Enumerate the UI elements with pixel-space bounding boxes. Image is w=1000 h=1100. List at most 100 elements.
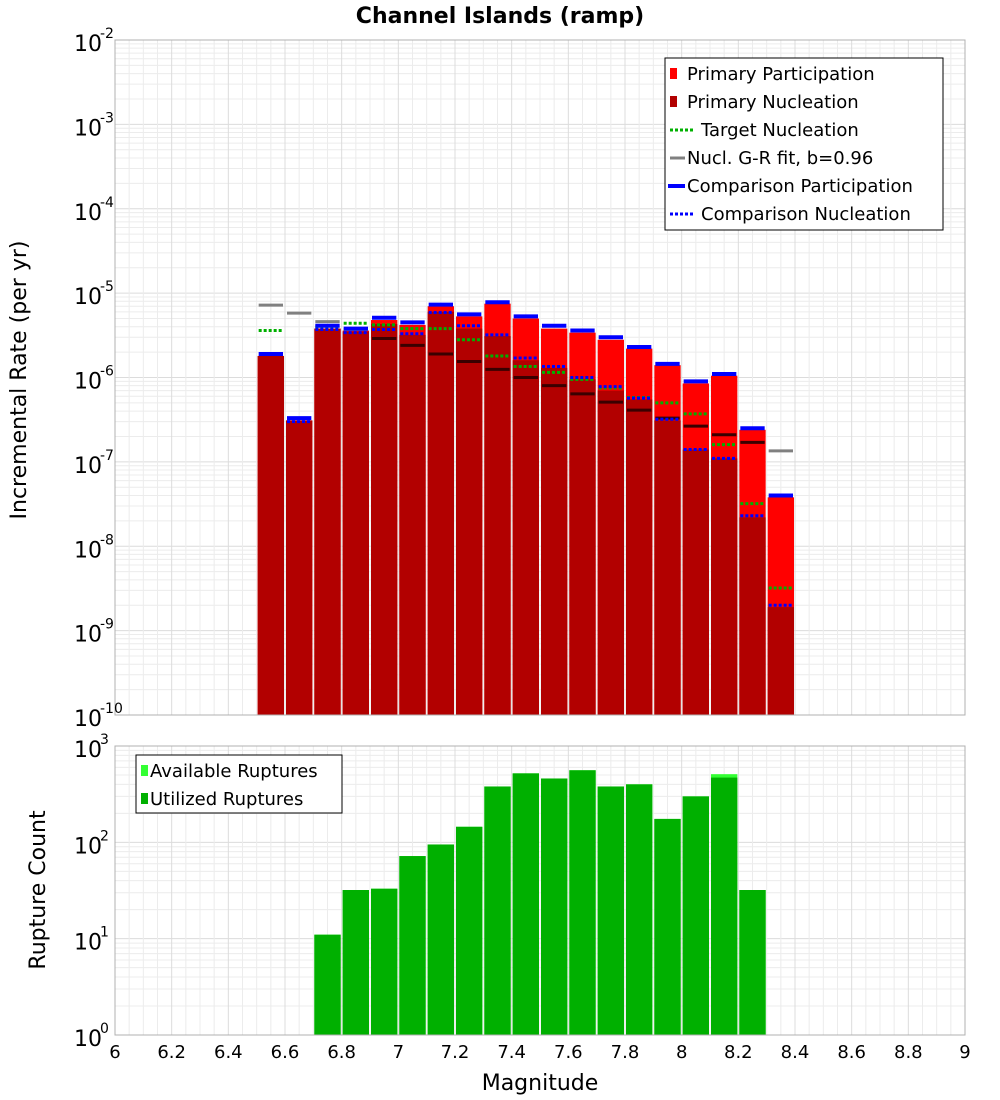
bar-utilized-ruptures [512,773,539,1035]
bar-primary-nucleation [371,324,398,715]
bar-utilized-ruptures [711,777,738,1035]
bar-primary-nucleation [597,390,624,715]
x-tick-label: 8.6 [837,1042,866,1063]
top-y-tick-exponent: -4 [100,195,114,211]
top-y-tick-exponent: -5 [100,279,114,295]
bar-primary-nucleation [626,399,653,715]
legend-swatch [141,793,148,804]
x-tick-label: 6 [109,1042,120,1063]
bar-utilized-ruptures [314,934,341,1035]
x-tick-label: 7 [393,1042,404,1063]
bottom-plot-border [114,745,966,1036]
chart-title: Channel Islands (ramp) [356,4,644,29]
x-tick-label: 6.4 [214,1042,243,1063]
bar-primary-nucleation [767,607,794,715]
legend-label: Comparison Participation [687,176,913,197]
bar-utilized-ruptures [682,796,709,1035]
top-y-tick-label: 10 [74,201,102,226]
bar-primary-nucleation [342,331,369,715]
x-tick-label: 8.8 [894,1042,923,1063]
top-y-tick-exponent: -8 [100,532,114,548]
bar-utilized-ruptures [371,888,398,1035]
bar-utilized-ruptures [626,784,653,1035]
top-y-tick-label: 10 [74,370,102,395]
bottom-y-axis-label: Rupture Count [26,810,51,970]
bar-primary-nucleation [512,360,539,715]
bar-primary-nucleation [569,379,596,715]
bottom-y-tick-label: 10 [74,931,102,956]
top-plot-border [114,39,966,716]
bar-primary-nucleation [314,328,341,715]
legend-label: Primary Nucleation [687,92,859,113]
x-tick-label: 6.2 [157,1042,186,1063]
bar-utilized-ruptures [569,770,596,1035]
legend-label: Utilized Ruptures [150,789,303,810]
legend-label: Nucl. G-R fit, b=0.96 [687,148,873,169]
top-legend: Primary Participation Primary Nucleation T… [664,57,944,231]
bottom-y-tick-exponent: 2 [100,828,109,844]
bar-primary-nucleation [484,336,511,715]
bar-primary-nucleation [456,328,483,715]
top-panel: 10-210-310-410-510-610-710-810-910-10Pri… [74,26,966,732]
top-y-tick-label: 10 [74,116,102,141]
bar-primary-nucleation [541,367,568,715]
bar-utilized-ruptures [739,890,766,1035]
x-tick-label: 7.2 [441,1042,470,1063]
bar-primary-nucleation [654,420,681,715]
x-tick-label: 8 [676,1042,687,1063]
legend-swatch [670,96,677,107]
bottom-y-tick-label: 10 [74,834,102,859]
bar-primary-nucleation [257,355,284,715]
top-y-tick-exponent: -3 [100,110,114,126]
legend-label: Target Nucleation [700,120,859,141]
x-tick-label: 8.2 [724,1042,753,1063]
legend-label: Comparison Nucleation [701,204,911,225]
bar-utilized-ruptures [399,856,426,1035]
bar-utilized-ruptures [484,786,511,1035]
x-tick-label: 6.8 [327,1042,356,1063]
top-y-tick-exponent: -6 [100,364,114,380]
top-y-tick-exponent: -7 [100,448,114,464]
bottom-y-tick-label: 10 [74,738,102,763]
top-y-tick-label: 10 [74,623,102,648]
top-y-tick-label: 10 [74,707,102,732]
bar-primary-nucleation [711,458,738,715]
legend-label: Available Ruptures [150,761,318,782]
bar-primary-nucleation [286,420,313,715]
bottom-y-tick-exponent: 3 [100,732,109,748]
legend-label: Primary Participation [687,64,875,85]
legend-swatch [670,68,677,79]
bottom-legend: Available Ruptures Utilized Ruptures [135,754,343,814]
bottom-legend-box [135,754,343,814]
top-y-tick-exponent: -2 [100,26,114,42]
bar-utilized-ruptures [342,890,369,1035]
bar-utilized-ruptures [427,844,454,1035]
top-y-tick-label: 10 [74,285,102,310]
top-y-tick-exponent: -9 [100,617,114,633]
bottom-y-tick-exponent: 1 [100,925,109,941]
bottom-y-tick-exponent: 0 [100,1021,109,1037]
bottom-y-tick-label: 10 [74,1027,102,1052]
bar-primary-nucleation [427,311,454,715]
bar-utilized-ruptures [597,786,624,1035]
top-y-tick-exponent: -10 [100,701,123,717]
bar-utilized-ruptures [541,778,568,1035]
bar-primary-nucleation [682,449,709,715]
bar-primary-nucleation [739,517,766,715]
top-y-tick-label: 10 [74,32,102,57]
x-tick-label: 7.6 [554,1042,583,1063]
x-tick-label: 7.8 [611,1042,640,1063]
top-y-tick-label: 10 [74,454,102,479]
x-tick-label: 7.4 [497,1042,526,1063]
legend-swatch [141,765,148,776]
x-tick-label: 6.6 [271,1042,300,1063]
bar-utilized-ruptures [654,818,681,1035]
bar-primary-nucleation [399,334,426,715]
x-axis-label: Magnitude [482,1071,599,1096]
bar-utilized-ruptures [456,826,483,1035]
top-y-tick-label: 10 [74,538,102,563]
x-tick-label: 8.4 [781,1042,810,1063]
